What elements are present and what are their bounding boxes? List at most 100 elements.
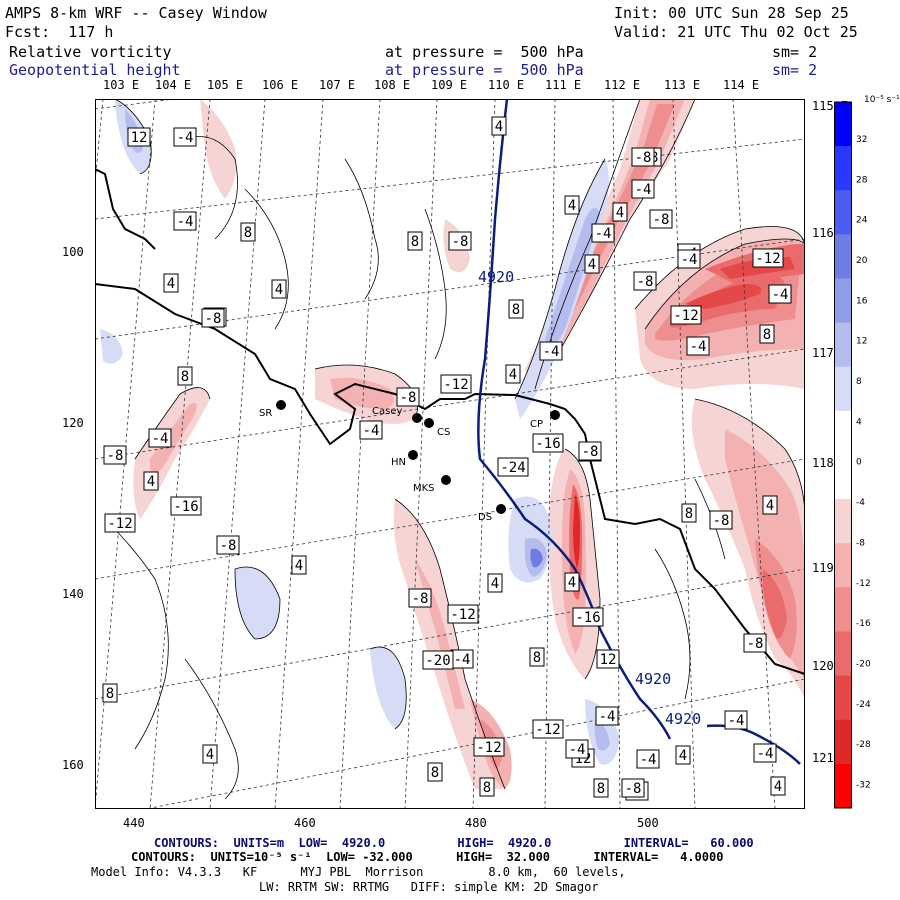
- vorticity-label: -4: [677, 249, 701, 269]
- svg-text:-16: -16: [173, 499, 198, 515]
- svg-text:4: 4: [509, 367, 517, 383]
- station-cs[interactable]: CS: [424, 418, 450, 438]
- svg-text:-4: -4: [757, 746, 774, 762]
- vorticity-label: 4: [491, 116, 507, 136]
- coastline: [95, 168, 805, 675]
- station-hn[interactable]: HN: [391, 450, 418, 468]
- stations[interactable]: SR Casey CS CP HN MKS DS: [259, 400, 560, 523]
- svg-text:-4: -4: [772, 287, 789, 303]
- vorticity-label: -8: [709, 510, 733, 530]
- svg-text:-4: -4: [690, 339, 707, 355]
- vorticity-label: -8: [578, 441, 602, 461]
- vorticity-label: 8: [759, 324, 775, 344]
- svg-text:-4: -4: [635, 182, 652, 198]
- colorbar-label: 12: [856, 337, 867, 347]
- colorbar-band: [834, 278, 852, 324]
- colorbar-band: [834, 366, 852, 412]
- svg-text:8: 8: [685, 506, 693, 522]
- lon-label: 106 E: [262, 78, 299, 92]
- lon-label: 112 E: [604, 78, 641, 92]
- svg-text:8: 8: [431, 765, 439, 781]
- vorticity-label: -4: [450, 649, 474, 669]
- svg-text:-8: -8: [582, 444, 599, 460]
- vorticity-label: -4: [173, 211, 197, 231]
- vorticity-label: -4: [753, 743, 777, 763]
- svg-text:12: 12: [131, 130, 148, 146]
- station-mks[interactable]: MKS: [413, 475, 451, 494]
- vorticity-label: -12: [532, 719, 564, 739]
- vorticity-label: -12: [447, 604, 479, 624]
- svg-text:8: 8: [597, 781, 605, 797]
- lon-label: 104 E: [155, 78, 192, 92]
- svg-text:-8: -8: [625, 781, 642, 797]
- vorticity-label: 12: [127, 127, 151, 147]
- lon-label: 113 E: [664, 78, 701, 92]
- svg-text:8: 8: [512, 302, 520, 318]
- svg-text:4: 4: [495, 119, 503, 135]
- vorticity-label: 8: [427, 762, 443, 782]
- lon-label: 110 E: [488, 78, 525, 92]
- svg-text:8: 8: [106, 686, 114, 702]
- vorticity-label: -24: [497, 457, 529, 477]
- vorticity-label: -12: [104, 513, 136, 533]
- lon-label: 105 E: [207, 78, 244, 92]
- vorticity-label: 4: [271, 279, 287, 299]
- svg-text:-12: -12: [443, 377, 468, 393]
- y-tick: 140: [62, 587, 84, 601]
- vorticity-map[interactable]: 4920 4920 4920 12-4-4844-48-8-4-8-4-8444…: [95, 99, 805, 809]
- colorbar-label: 16: [856, 296, 868, 306]
- vorticity-label: -16: [532, 433, 564, 453]
- vorticity-label: 8: [177, 366, 193, 386]
- colorbar-band: [834, 631, 852, 677]
- svg-text:-12: -12: [476, 740, 501, 756]
- svg-text:-4: -4: [543, 344, 560, 360]
- svg-text:-12: -12: [755, 251, 780, 267]
- station-sr[interactable]: SR: [259, 400, 286, 419]
- colorbar: 10⁻⁵ s⁻¹ 32 28 24 20 16 12 8 4 0 -4 -8 -12 -16 -20 -24…: [834, 95, 900, 809]
- svg-text:8: 8: [763, 327, 771, 343]
- station-cp[interactable]: CP: [530, 410, 560, 430]
- vorticity-label: -4: [565, 739, 589, 759]
- colorbar-label: -24: [856, 700, 871, 710]
- svg-text:-16: -16: [535, 436, 560, 452]
- vorticity-label: -4: [539, 341, 563, 361]
- vorticity-label: -8: [649, 209, 673, 229]
- vorticity-label: 4: [487, 573, 503, 593]
- svg-text:4: 4: [568, 575, 576, 591]
- colorbar-label: -16: [856, 619, 871, 629]
- colorbar-band: [834, 675, 852, 721]
- lon-label: 114 E: [723, 78, 760, 92]
- svg-text:-8: -8: [452, 234, 469, 250]
- vorticity-label: -8: [633, 271, 657, 291]
- vorticity-label: -4: [591, 223, 615, 243]
- svg-text:4: 4: [616, 205, 624, 221]
- colorbar-label: 20: [856, 256, 868, 266]
- vorticity-label: -8: [216, 535, 240, 555]
- svg-text:MKS: MKS: [413, 483, 435, 494]
- svg-text:8: 8: [533, 650, 541, 666]
- footer-contours-vorticity: CONTOURS: UNITS=10⁻⁵ s⁻¹ LOW= -32.000 HI…: [131, 850, 724, 864]
- svg-text:-4: -4: [152, 431, 169, 447]
- station-ds[interactable]: DS: [478, 504, 506, 523]
- svg-text:-24: -24: [500, 460, 525, 476]
- vorticity-label: -12: [670, 305, 702, 325]
- svg-text:-4: -4: [177, 214, 194, 230]
- vorticity-label: 4: [291, 555, 307, 575]
- svg-text:-12: -12: [107, 516, 132, 532]
- svg-text:CP: CP: [530, 419, 543, 430]
- station-casey[interactable]: Casey: [372, 406, 422, 423]
- field1-level: at pressure = 500 hPa: [385, 43, 584, 61]
- field2-name: Geopotential height: [9, 61, 181, 79]
- height-label: 4920: [478, 268, 514, 286]
- init-time: Init: 00 UTC Sun 28 Sep 25: [614, 4, 849, 22]
- svg-text:4: 4: [679, 748, 687, 764]
- svg-text:-12: -12: [450, 607, 475, 623]
- svg-text:-16: -16: [575, 610, 600, 626]
- svg-text:4: 4: [275, 282, 283, 298]
- vorticity-label: -8: [448, 231, 472, 251]
- colorbar-band: [834, 719, 852, 765]
- vorticity-label: 4: [770, 776, 786, 796]
- field1-name: Relative vorticity: [9, 43, 172, 61]
- vorticity-label: 4: [612, 202, 628, 222]
- colorbar-label: -32: [856, 780, 871, 790]
